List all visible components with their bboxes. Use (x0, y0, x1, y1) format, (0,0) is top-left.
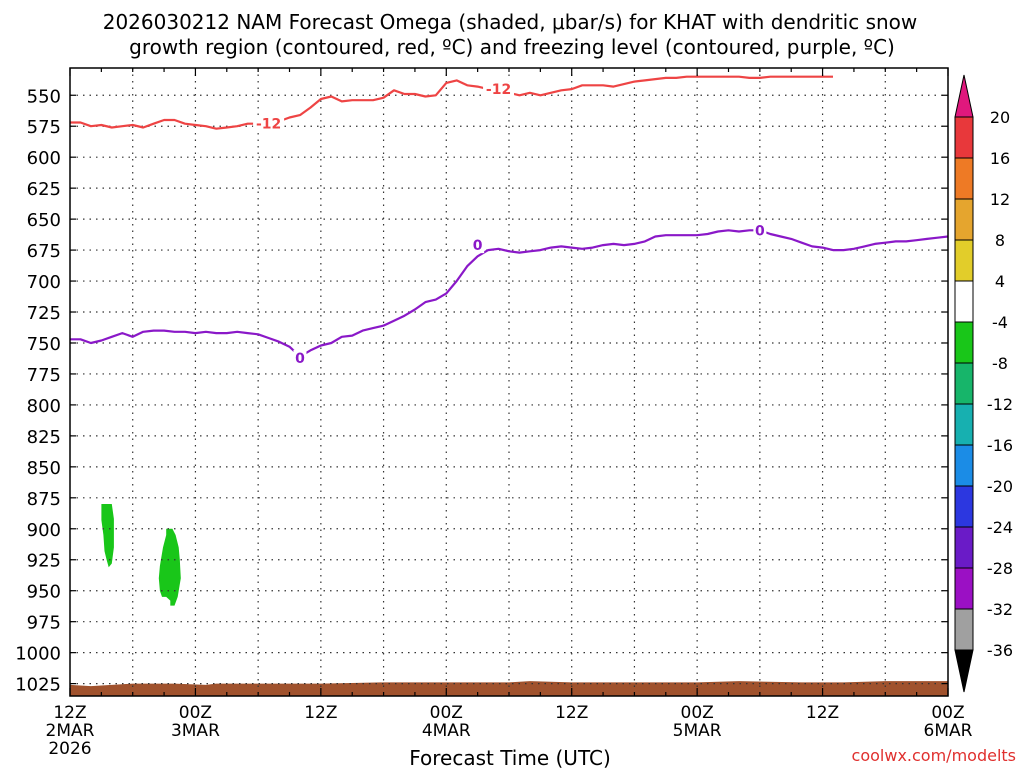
freezing-level-line-label-1: 0 (295, 351, 305, 367)
x-tick-label-12-0: 00Z (179, 703, 212, 723)
dendritic-contour-line-label-2: -12 (486, 82, 511, 98)
colorbar-label-6: -4 (992, 313, 1008, 332)
y-tick-label-675: 675 (27, 241, 61, 262)
colorbar-label-3: 12 (990, 190, 1010, 209)
colorbar-label-14: -36 (987, 641, 1013, 660)
x-axis-label: Forecast Time (UTC) (409, 746, 611, 768)
colorbar-swatch-11 (954, 526, 974, 569)
colorbar-swatch-10 (954, 485, 974, 528)
colorbar-label-10: -20 (987, 477, 1013, 496)
colorbar-swatch-6 (954, 321, 974, 364)
colorbar-swatch-9 (954, 444, 974, 487)
omega-shaded-region-1 (101, 504, 114, 568)
y-tick-label-975: 975 (27, 613, 61, 634)
y-tick-label-875: 875 (27, 489, 61, 510)
colorbar-label-13: -32 (987, 600, 1013, 619)
colorbar-label-4: 8 (995, 231, 1005, 250)
colorbar-swatch-8 (954, 403, 974, 446)
x-tick-label-48-0: 12Z (555, 703, 588, 723)
colorbar-swatch-1 (954, 116, 974, 159)
colorbar-label-11: -24 (987, 518, 1013, 537)
y-tick-label-825: 825 (27, 427, 61, 448)
y-tick-label-925: 925 (27, 551, 61, 572)
omega-shaded-region-2 (158, 528, 181, 606)
freezing-level-line (70, 229, 948, 358)
colorbar-swatch-4 (954, 239, 974, 282)
dendritic-contour-line-label-bg-1 (253, 115, 285, 132)
dendritic-contour-line-label-bg-2 (483, 81, 515, 98)
colorbar-bottom-arrow (954, 649, 974, 693)
x-tick-label-0-1: 2MAR (46, 721, 95, 741)
colorbar-label-5: 4 (995, 272, 1005, 291)
y-tick-label-1000: 1000 (15, 644, 61, 665)
y-tick-label-550: 550 (27, 86, 61, 107)
y-tick-label-900: 900 (27, 520, 61, 541)
y-tick-label-850: 850 (27, 458, 61, 479)
y-tick-label-1025: 1025 (15, 675, 61, 696)
colorbar-label-2: 16 (990, 149, 1010, 168)
x-tick-label-12-1: 3MAR (171, 721, 220, 741)
y-tick-label-750: 750 (27, 334, 61, 355)
y-tick-label-625: 625 (27, 179, 61, 200)
x-tick-label-72-0: 12Z (806, 703, 839, 723)
y-tick-label-725: 725 (27, 303, 61, 324)
colorbar-label-12: -28 (987, 559, 1013, 578)
y-tick-label-650: 650 (27, 210, 61, 231)
x-tick-label-60-1: 5MAR (673, 721, 722, 741)
freezing-level-line-label-3: 0 (755, 223, 765, 239)
dendritic-contour-line (70, 75, 833, 130)
x-tick-label-36-0: 00Z (430, 703, 463, 723)
x-tick-label-0-2: 2026 (48, 739, 91, 759)
x-tick-label-60-0: 00Z (681, 703, 714, 723)
site-credit: coolwx.com/modelts (852, 746, 1016, 765)
chart-title-line-1: 2026030212 NAM Forecast Omega (shaded, μ… (103, 10, 918, 34)
colorbar-swatch-3 (954, 198, 974, 241)
chart-title-line-2: growth region (contoured, red, ºC) and f… (129, 35, 895, 59)
plot-content: -12 -12 0 0 0 (70, 68, 948, 696)
y-tick-label-775: 775 (27, 365, 61, 386)
y-tick-label-800: 800 (27, 396, 61, 417)
x-tick-label-0-0: 12Z (53, 703, 86, 723)
colorbar-swatch-5 (954, 280, 974, 323)
colorbar-swatch-13 (954, 608, 974, 651)
freezing-level-line-label-bg-3 (753, 222, 767, 239)
freezing-level-line-label-bg-1 (293, 349, 307, 366)
x-tick-label-84-1: 6MAR (924, 721, 973, 741)
colorbar-swatch-2 (954, 157, 974, 200)
colorbar-label-8: -12 (987, 395, 1013, 414)
freezing-level-line-label-bg-2 (471, 237, 485, 254)
x-tick-label-24-0: 12Z (304, 703, 337, 723)
freezing-level-line-label-2: 0 (473, 238, 483, 254)
y-tick-label-700: 700 (27, 272, 61, 293)
colorbar-swatch-12 (954, 567, 974, 610)
dendritic-contour-line-label-1: -12 (256, 117, 281, 133)
x-tick-label-36-1: 4MAR (422, 721, 471, 741)
colorbar-label-9: -16 (987, 436, 1013, 455)
y-tick-label-950: 950 (27, 582, 61, 603)
x-tick-label-84-0: 00Z (931, 703, 964, 723)
colorbar-label-1: 20 (990, 108, 1010, 127)
y-tick-label-575: 575 (27, 117, 61, 138)
y-tick-label-600: 600 (27, 148, 61, 169)
colorbar-swatch-7 (954, 362, 974, 405)
colorbar-label-7: -8 (992, 354, 1008, 373)
